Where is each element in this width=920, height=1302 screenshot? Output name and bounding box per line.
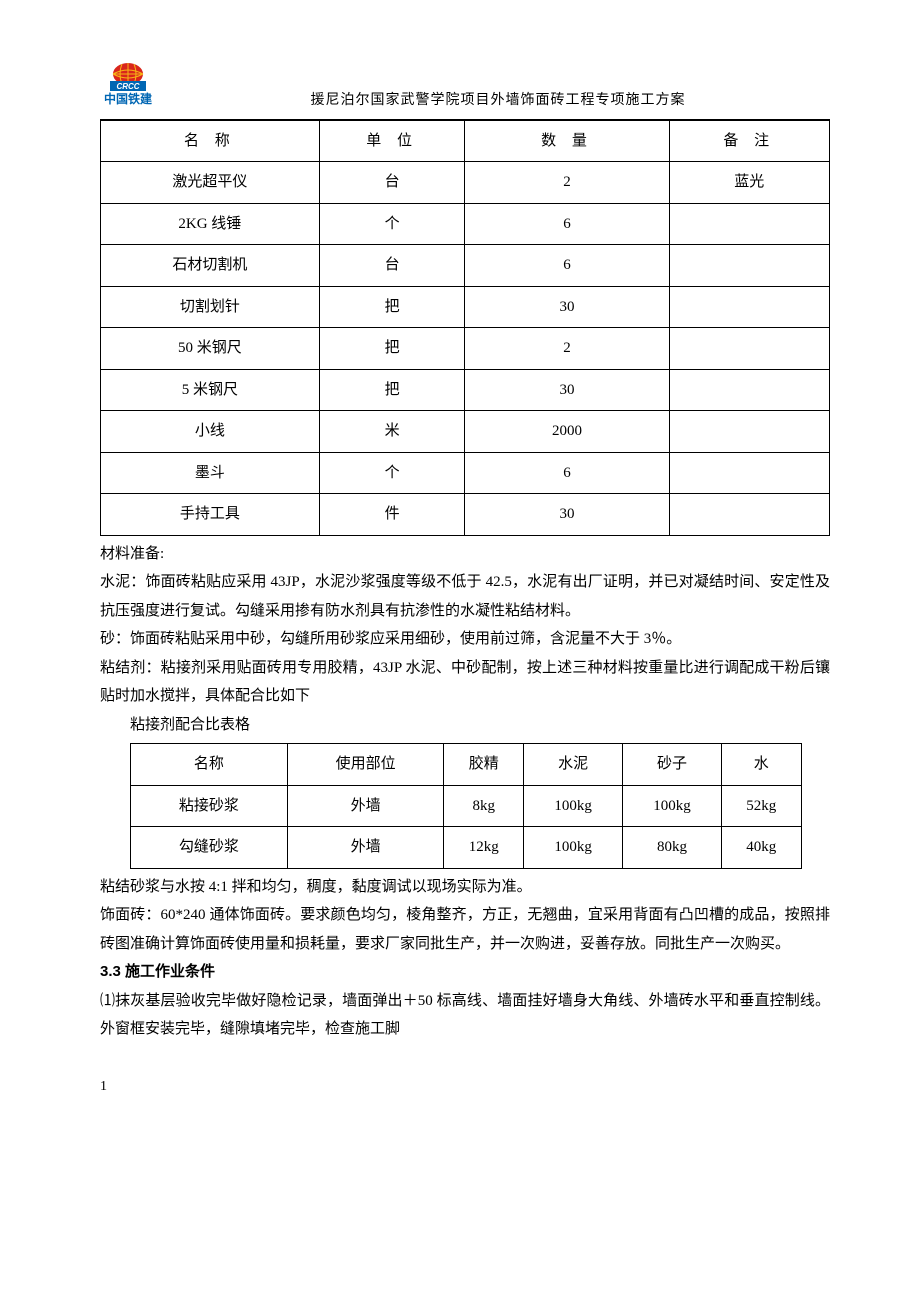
table-header-row: 名 称 单 位 数 量 备 注 [101,120,830,162]
ratio-header-row: 名称 使用部位 胶精 水泥 砂子 水 [131,744,802,786]
table-row: 石材切割机台6 [101,245,830,287]
binder-paragraph: 粘结剂：粘接剂采用贴面砖用专用胶精，43JP 水泥、中砂配制，按上述三种材料按重… [100,654,830,711]
tile-paragraph: 饰面砖：60*240 通体饰面砖。要求颜色均匀，棱角整齐，方正，无翘曲，宜采用背… [100,901,830,958]
condition-1-paragraph: ⑴抹灰基层验收完毕做好隐检记录，墙面弹出＋50 标高线、墙面挂好墙身大角线、外墙… [100,987,830,1044]
table-row: 手持工具件30 [101,494,830,536]
ratio-table-title: 粘接剂配合比表格 [100,711,830,740]
ratio-table: 名称 使用部位 胶精 水泥 砂子 水 粘接砂浆外墙8kg100kg100kg52… [130,743,802,869]
col-unit: 单 位 [319,120,465,162]
ratio-row: 粘接砂浆外墙8kg100kg100kg52kg [131,785,802,827]
table-row: 2KG 线锤个6 [101,203,830,245]
ratio-row: 勾缝砂浆外墙12kg100kg80kg40kg [131,827,802,869]
material-prep-heading: 材料准备: [100,540,830,569]
section-3-3-title: 3.3 施工作业条件 [100,958,830,987]
col-note: 备 注 [669,120,829,162]
table-row: 50 米钢尺把2 [101,328,830,370]
table-row: 5 米钢尺把30 [101,369,830,411]
table-row: 墨斗个6 [101,452,830,494]
table-row: 小线米2000 [101,411,830,453]
col-qty: 数 量 [465,120,669,162]
logo-band-text: CRCC [116,82,139,91]
equipment-table: 名 称 单 位 数 量 备 注 激光超平仪台2蓝光 2KG 线锤个6 石材切割机… [100,120,830,536]
col-name: 名 称 [101,120,320,162]
page-header: CRCC 中国铁建 援尼泊尔国家武警学院项目外墙饰面砖工程专项施工方案 [100,60,830,120]
table-row: 切割划针把30 [101,286,830,328]
cement-paragraph: 水泥：饰面砖粘贴应采用 43JP，水泥沙浆强度等级不低于 42.5，水泥有出厂证… [100,568,830,625]
after-ratio-paragraph: 粘结砂浆与水按 4:1 拌和均匀，稠度，黏度调试以现场实际为准。 [100,873,830,902]
sand-paragraph: 砂：饰面砖粘贴采用中砂，勾缝所用砂浆应采用细砂，使用前过筛，含泥量不大于 3％。 [100,625,830,654]
crcc-logo: CRCC 中国铁建 [100,60,156,117]
page-title: 援尼泊尔国家武警学院项目外墙饰面砖工程专项施工方案 [166,88,830,117]
table-row: 激光超平仪台2蓝光 [101,162,830,204]
page-number: 1 [100,1074,830,1101]
logo-brand-text: 中国铁建 [104,91,153,106]
